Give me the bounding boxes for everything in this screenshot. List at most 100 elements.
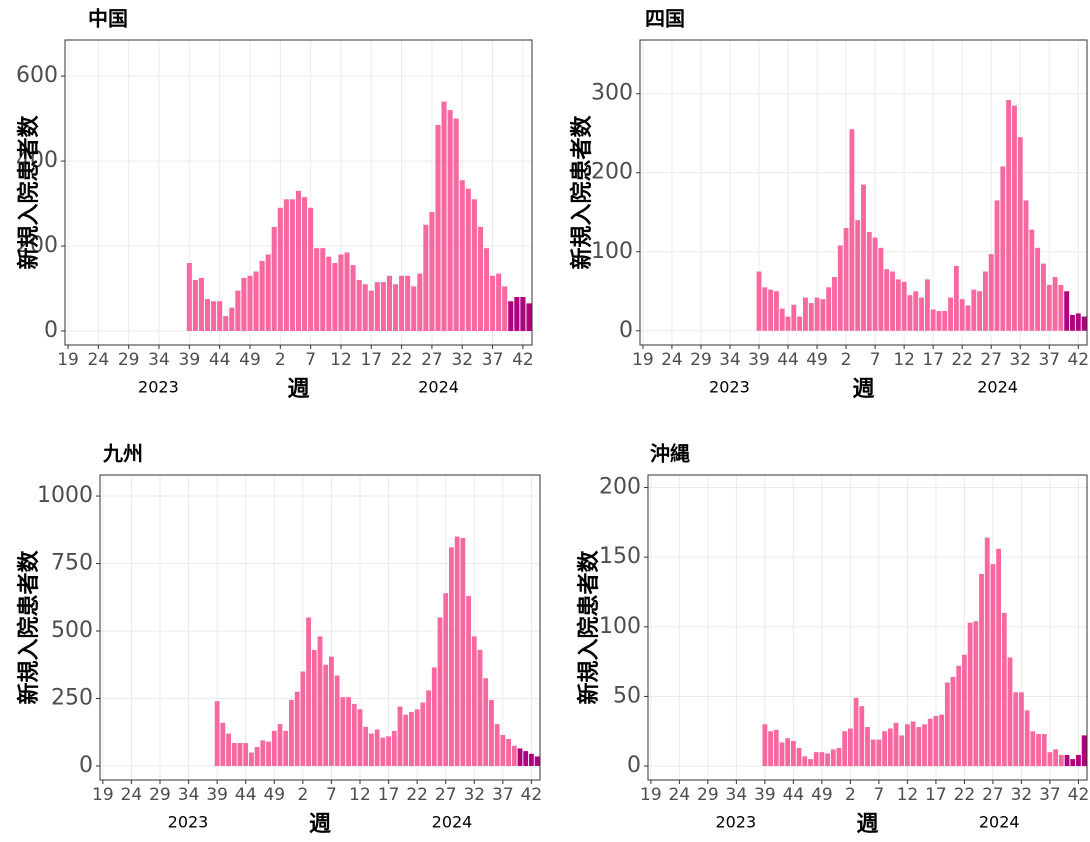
bar: [332, 263, 338, 331]
bar: [820, 299, 826, 331]
bar: [836, 747, 842, 767]
x-group-label: 2024: [977, 378, 1018, 397]
bar: [351, 703, 357, 766]
bar: [411, 286, 417, 331]
x-tick-label: 29: [697, 785, 719, 805]
x-tick-label: 32: [451, 350, 473, 370]
bar: [526, 303, 532, 331]
bar: [890, 271, 895, 331]
bar: [471, 636, 477, 766]
bar: [849, 129, 855, 331]
bar: [392, 284, 399, 331]
bar: [842, 731, 848, 767]
bar: [832, 277, 837, 331]
x-tick-label: 7: [326, 785, 337, 805]
x-tick-label: 2: [845, 785, 856, 805]
x-tick-label: 32: [1009, 350, 1031, 370]
bar: [483, 678, 489, 766]
bar: [973, 621, 979, 767]
bar: [471, 199, 477, 331]
bar: [289, 199, 295, 331]
bar: [414, 709, 420, 766]
x-tick-label: 22: [954, 785, 976, 805]
bar: [1064, 754, 1070, 767]
panel-title: 沖縄: [650, 442, 690, 466]
bar: [905, 724, 910, 767]
bar: [397, 706, 403, 766]
y-tick-label: 0: [79, 753, 93, 778]
x-group-label: 2023: [709, 378, 750, 397]
bar: [953, 265, 959, 331]
panel-border: [99, 474, 541, 781]
y-tick-label: 250: [51, 685, 93, 710]
x-group-label: 2023: [138, 378, 179, 397]
x-tick-label: 27: [982, 785, 1004, 805]
bar: [922, 724, 927, 767]
y-tick-label: 500: [51, 618, 93, 643]
bar: [326, 256, 332, 331]
x-tick-label: 44: [209, 350, 231, 370]
bar: [1001, 612, 1007, 767]
x-tick-label: 44: [235, 785, 257, 805]
bar: [423, 224, 429, 331]
bar: [459, 180, 465, 331]
bar: [979, 573, 984, 767]
bar: [483, 248, 490, 331]
x-tick-label: 29: [118, 350, 140, 370]
bar: [311, 649, 317, 766]
x-tick-label: 2: [275, 350, 286, 370]
bar: [235, 290, 241, 331]
bar: [368, 290, 374, 331]
bar: [308, 207, 314, 331]
bar: [295, 190, 302, 331]
bar: [231, 743, 237, 766]
bar: [948, 297, 954, 331]
x-tick-label: 12: [897, 785, 919, 805]
bar: [768, 289, 774, 331]
bar: [223, 316, 229, 331]
x-tick-label: 19: [92, 785, 114, 805]
bar: [302, 197, 308, 331]
bar: [913, 291, 919, 331]
bar: [283, 199, 289, 331]
x-tick-label: 42: [521, 785, 543, 805]
bar: [511, 745, 517, 766]
bar: [916, 727, 922, 767]
y-tick-label: 600: [16, 63, 58, 88]
bar: [1070, 759, 1076, 767]
bar: [939, 714, 945, 767]
bar: [417, 273, 423, 331]
bar: [865, 727, 870, 767]
x-tick-label: 17: [925, 785, 947, 805]
x-tick-label: 24: [669, 785, 691, 805]
x-tick-label: 44: [783, 785, 805, 805]
bar: [289, 699, 294, 766]
bar: [403, 714, 409, 766]
bar: [930, 309, 936, 331]
bar: [830, 749, 836, 767]
bar: [990, 564, 996, 767]
bar: [895, 279, 901, 331]
bar: [1058, 284, 1064, 331]
bar: [848, 728, 853, 767]
y-tick-label: 400: [16, 148, 58, 173]
y-tick-label: 50: [613, 683, 641, 708]
x-axis-label: 週: [287, 377, 309, 402]
bar: [329, 656, 334, 766]
bar: [1035, 247, 1041, 331]
panel-border: [64, 39, 533, 346]
bar: [344, 252, 350, 331]
bar: [907, 295, 913, 331]
bar: [380, 282, 386, 331]
bar: [386, 736, 391, 766]
bar: [466, 595, 471, 766]
y-tick-label: 300: [591, 81, 633, 106]
bar: [453, 118, 459, 331]
x-tick-label: 27: [435, 785, 457, 805]
bar: [762, 287, 768, 331]
bar: [449, 547, 454, 766]
bar: [1081, 735, 1087, 767]
bar: [1058, 754, 1064, 767]
bar: [803, 297, 808, 331]
bar: [1064, 291, 1070, 331]
